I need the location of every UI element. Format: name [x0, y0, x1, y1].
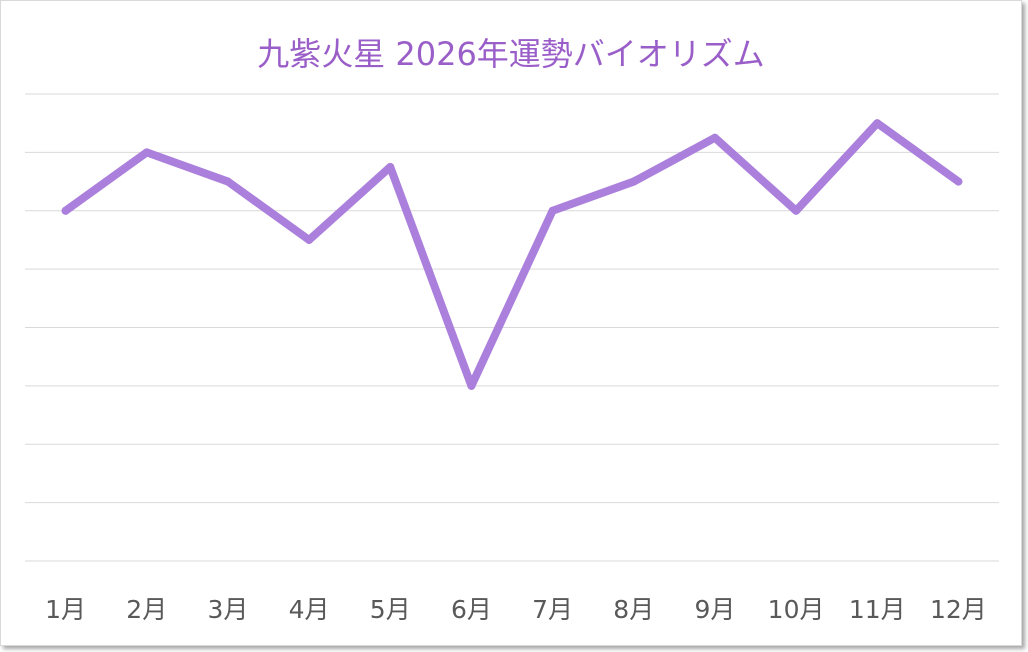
data-point [223, 177, 232, 186]
series-line [61, 119, 963, 390]
x-axis-tick-labels: 1月 2月 3月 4月 5月 6月 7月 8月 9月 10月 11月 12月 [45, 595, 987, 624]
data-point [792, 206, 801, 215]
data-point [873, 119, 882, 128]
x-tick-label: 3月 [207, 595, 248, 624]
x-tick-label: 12月 [930, 595, 987, 624]
data-point [467, 381, 476, 390]
x-tick-label: 4月 [289, 595, 330, 624]
gridlines [25, 93, 999, 562]
series-line-layer [61, 119, 963, 390]
x-tick-label: 2月 [126, 595, 167, 624]
x-tick-label: 11月 [849, 595, 906, 624]
x-tick-label: 6月 [451, 595, 492, 624]
data-point [386, 162, 395, 171]
data-point [954, 177, 963, 186]
data-point [305, 235, 314, 244]
x-tick-label: 9月 [694, 595, 735, 624]
x-tick-label: 8月 [613, 595, 654, 624]
chart-title: 九紫火星 2026年運勢バイオリズム [257, 35, 765, 73]
data-point [142, 148, 151, 157]
data-point [710, 133, 719, 142]
data-point [629, 177, 638, 186]
data-point [61, 206, 70, 215]
x-tick-label: 7月 [532, 595, 573, 624]
data-point [548, 206, 557, 215]
x-tick-label: 10月 [768, 595, 825, 624]
x-tick-label: 1月 [45, 595, 86, 624]
x-tick-label: 5月 [370, 595, 411, 624]
